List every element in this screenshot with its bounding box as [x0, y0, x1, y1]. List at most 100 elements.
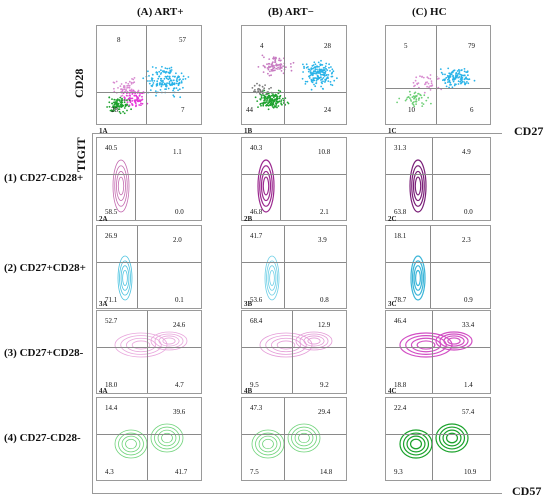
contour-ring — [260, 170, 272, 202]
scatter-dot — [468, 78, 471, 81]
contour-ring — [257, 159, 275, 213]
scatter-dot — [313, 77, 316, 79]
scatter-dot — [423, 94, 426, 97]
scatter-dot — [153, 80, 156, 82]
scatter-dot — [161, 83, 164, 85]
scatter-dot — [158, 75, 160, 78]
scatter-dot — [128, 99, 131, 101]
scatter-dot — [177, 89, 179, 92]
quadrant-ur: 28 — [324, 42, 331, 50]
scatter-dot — [263, 87, 266, 90]
scatter-dot — [141, 98, 144, 101]
scatter-dot — [453, 78, 456, 81]
scatter-dot — [126, 86, 129, 89]
scatter-dot — [417, 92, 420, 95]
scatter-dot — [165, 77, 168, 80]
scatter-dot — [271, 99, 273, 102]
contour-ring — [442, 429, 462, 447]
scatter-dot — [280, 67, 283, 69]
scatter-dot — [269, 104, 272, 107]
contour-ring — [435, 331, 473, 351]
scatter-dot — [304, 83, 307, 85]
contour-panel-3c: 3C 46.4 33.4 18.8 1.4 — [385, 300, 491, 394]
scatter-dot — [317, 78, 319, 81]
quadrant-ll: 9.3 — [394, 468, 403, 476]
contour-ring — [410, 337, 442, 353]
scatter-dot — [429, 89, 432, 91]
scatter-dot — [123, 112, 126, 115]
scatter-dot — [156, 71, 159, 74]
scatter-dot — [457, 76, 459, 79]
scatter-dot — [121, 105, 124, 108]
scatter-dot — [289, 63, 292, 65]
scatter-dot — [123, 88, 126, 91]
contour-ring — [271, 337, 301, 353]
contour-ring — [162, 337, 176, 345]
scatter-dot — [112, 81, 115, 84]
scatter-dot — [124, 103, 127, 106]
scatter-dot — [420, 94, 422, 97]
quadrant-ll: 9.5 — [250, 381, 259, 389]
contour-ring — [265, 335, 307, 355]
scatter-dot — [466, 78, 468, 80]
scatter-art-minus — [251, 54, 338, 111]
scatter-dot — [281, 103, 283, 106]
scatter-dot — [263, 65, 266, 68]
scatter-dot — [172, 79, 175, 82]
contour-ring — [406, 435, 426, 453]
scatter-dot — [456, 70, 459, 72]
scatter-dot — [325, 74, 328, 77]
scatter-dot — [134, 100, 136, 102]
scatter-dot — [277, 105, 280, 107]
contour-plot — [257, 159, 275, 213]
scatter-dot — [444, 82, 447, 84]
scatter-dot — [125, 81, 127, 84]
contour-ring — [435, 423, 469, 453]
scatter-dot — [180, 72, 183, 75]
scatter-dot — [115, 80, 118, 83]
scatter-dot — [163, 77, 166, 80]
contour-ring — [399, 332, 453, 358]
quadrant-ll: 58.5 — [105, 208, 118, 216]
scatter-dot — [413, 105, 416, 108]
scatter-dot — [121, 97, 123, 100]
contour-plot — [399, 331, 473, 358]
scatter-dot — [268, 74, 271, 77]
scatter-dot — [125, 88, 127, 91]
scatter-dot — [441, 73, 444, 76]
scatter-dot — [168, 81, 171, 83]
scatter-dot — [275, 94, 278, 97]
scatter-dot — [182, 86, 184, 89]
contour-ring — [405, 335, 447, 355]
contour-panel-4c: 4C 22.4 57.4 9.3 10.9 — [385, 387, 491, 481]
scatter-dot — [128, 86, 131, 89]
scatter-dot — [314, 66, 317, 69]
quadrant-ur: 39.6 — [173, 408, 186, 416]
scatter-dot — [442, 79, 444, 82]
scatter-dot — [421, 105, 424, 107]
scatter-dot — [312, 72, 314, 74]
panel-label: 3B — [244, 300, 253, 308]
panel-label: 4B — [244, 387, 253, 395]
scatter-dot — [279, 68, 281, 70]
scatter-dot — [272, 93, 274, 96]
scatter-dot — [411, 102, 414, 105]
contour-ring — [125, 438, 137, 450]
scatter-dot — [310, 80, 313, 83]
scatter-dot — [329, 83, 332, 86]
scatter-dot — [452, 75, 454, 78]
contour-ring — [116, 171, 126, 201]
scatter-dot — [140, 104, 142, 106]
contour-ring — [267, 265, 277, 291]
scatter-dot — [323, 71, 326, 74]
scatter-dot — [262, 104, 265, 107]
quadrant-ul: 8 — [117, 36, 121, 44]
scatter-dot — [175, 87, 178, 89]
scatter-dot — [309, 71, 312, 74]
quadrant-ur: 2.0 — [173, 236, 182, 244]
quadrant-lr: 1.4 — [464, 381, 473, 389]
scatter-dot — [159, 89, 162, 91]
scatter-dot — [276, 101, 279, 104]
grid-frame-top — [92, 133, 502, 134]
scatter-dot — [455, 76, 458, 79]
